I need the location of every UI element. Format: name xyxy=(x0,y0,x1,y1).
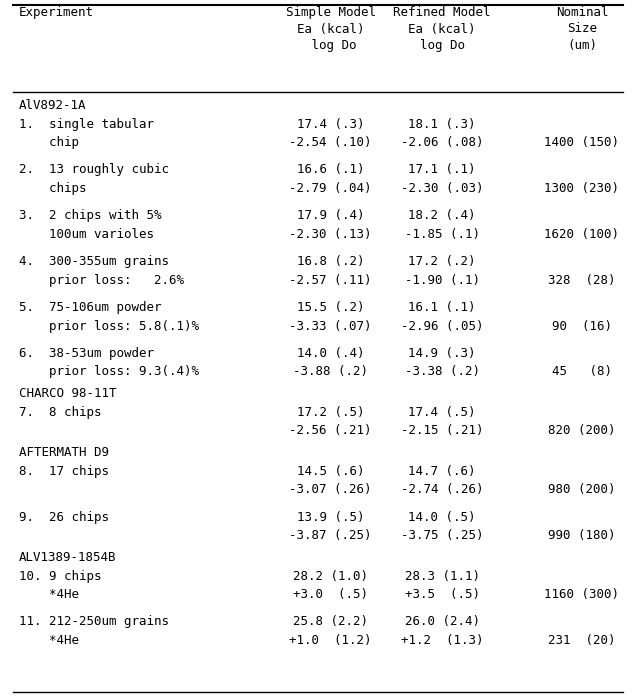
Text: prior loss: 9.3(.4)%: prior loss: 9.3(.4)% xyxy=(19,366,199,378)
Text: -1.90 (.1): -1.90 (.1) xyxy=(404,274,480,287)
Text: 16.6 (.1): 16.6 (.1) xyxy=(297,163,364,177)
Text: Experiment: Experiment xyxy=(19,6,94,19)
Text: 25.8 (2.2): 25.8 (2.2) xyxy=(293,616,368,628)
Text: 1620 (100): 1620 (100) xyxy=(544,228,619,241)
Text: 5.  75-106um powder: 5. 75-106um powder xyxy=(19,301,162,314)
Text: 10. 9 chips: 10. 9 chips xyxy=(19,570,102,583)
Text: 820 (200): 820 (200) xyxy=(548,424,616,438)
Text: +1.2  (1.3): +1.2 (1.3) xyxy=(401,634,483,647)
Text: 2.  13 roughly cubic: 2. 13 roughly cubic xyxy=(19,163,169,177)
Text: prior loss:   2.6%: prior loss: 2.6% xyxy=(19,274,184,287)
Text: -2.79 (.04): -2.79 (.04) xyxy=(289,182,372,195)
Text: 980 (200): 980 (200) xyxy=(548,484,616,496)
Text: 990 (180): 990 (180) xyxy=(548,529,616,542)
Text: 90  (16): 90 (16) xyxy=(552,320,612,333)
Text: Simple Model
Ea (kcal)
 log Do: Simple Model Ea (kcal) log Do xyxy=(286,6,376,52)
Text: 17.4 (.5): 17.4 (.5) xyxy=(408,406,476,419)
Text: 14.9 (.3): 14.9 (.3) xyxy=(408,347,476,359)
Text: -2.54 (.10): -2.54 (.10) xyxy=(289,136,372,149)
Text: 18.1 (.3): 18.1 (.3) xyxy=(408,117,476,131)
Text: 11. 212-250um grains: 11. 212-250um grains xyxy=(19,616,169,628)
Text: -2.15 (.21): -2.15 (.21) xyxy=(401,424,483,438)
Text: 4.  300-355um grains: 4. 300-355um grains xyxy=(19,255,169,268)
Text: AFTERMATH D9: AFTERMATH D9 xyxy=(19,446,109,459)
Text: 28.2 (1.0): 28.2 (1.0) xyxy=(293,570,368,583)
Text: -3.88 (.2): -3.88 (.2) xyxy=(293,366,368,378)
Text: 17.9 (.4): 17.9 (.4) xyxy=(297,209,364,222)
Text: -2.30 (.03): -2.30 (.03) xyxy=(401,182,483,195)
Text: 17.2 (.2): 17.2 (.2) xyxy=(408,255,476,268)
Text: Nominal
Size
(um): Nominal Size (um) xyxy=(556,6,608,52)
Text: 8.  17 chips: 8. 17 chips xyxy=(19,465,109,477)
Text: 16.1 (.1): 16.1 (.1) xyxy=(408,301,476,314)
Text: 6.  38-53um powder: 6. 38-53um powder xyxy=(19,347,154,359)
Text: 1160 (300): 1160 (300) xyxy=(544,588,619,602)
Text: 1.  single tabular: 1. single tabular xyxy=(19,117,154,131)
Text: 16.8 (.2): 16.8 (.2) xyxy=(297,255,364,268)
Text: 14.0 (.5): 14.0 (.5) xyxy=(408,510,476,524)
Text: 15.5 (.2): 15.5 (.2) xyxy=(297,301,364,314)
Text: 45   (8): 45 (8) xyxy=(552,366,612,378)
Text: prior loss: 5.8(.1)%: prior loss: 5.8(.1)% xyxy=(19,320,199,333)
Text: 17.2 (.5): 17.2 (.5) xyxy=(297,406,364,419)
Text: -1.85 (.1): -1.85 (.1) xyxy=(404,228,480,241)
Text: 17.1 (.1): 17.1 (.1) xyxy=(408,163,476,177)
Text: ALV1389-1854B: ALV1389-1854B xyxy=(19,551,116,564)
Text: 26.0 (2.4): 26.0 (2.4) xyxy=(404,616,480,628)
Text: 14.7 (.6): 14.7 (.6) xyxy=(408,465,476,477)
Text: 3.  2 chips with 5%: 3. 2 chips with 5% xyxy=(19,209,162,222)
Text: 328  (28): 328 (28) xyxy=(548,274,616,287)
Text: CHARCO 98-11T: CHARCO 98-11T xyxy=(19,387,116,400)
Text: -3.33 (.07): -3.33 (.07) xyxy=(289,320,372,333)
Text: 9.  26 chips: 9. 26 chips xyxy=(19,510,109,524)
Text: -3.38 (.2): -3.38 (.2) xyxy=(404,366,480,378)
Text: *4He: *4He xyxy=(19,588,79,602)
Text: Refined Model
Ea (kcal)
log Do: Refined Model Ea (kcal) log Do xyxy=(393,6,491,52)
Text: 18.2 (.4): 18.2 (.4) xyxy=(408,209,476,222)
Text: chip: chip xyxy=(19,136,79,149)
Text: 13.9 (.5): 13.9 (.5) xyxy=(297,510,364,524)
Text: chips: chips xyxy=(19,182,86,195)
Text: *4He: *4He xyxy=(19,634,79,647)
Text: AlV892-1A: AlV892-1A xyxy=(19,99,86,112)
Text: +3.0  (.5): +3.0 (.5) xyxy=(293,588,368,602)
Text: -2.96 (.05): -2.96 (.05) xyxy=(401,320,483,333)
Text: +1.0  (1.2): +1.0 (1.2) xyxy=(289,634,372,647)
Text: -2.74 (.26): -2.74 (.26) xyxy=(401,484,483,496)
Text: 14.0 (.4): 14.0 (.4) xyxy=(297,347,364,359)
Text: 1300 (230): 1300 (230) xyxy=(544,182,619,195)
Text: -3.07 (.26): -3.07 (.26) xyxy=(289,484,372,496)
Text: 1400 (150): 1400 (150) xyxy=(544,136,619,149)
Text: 100um varioles: 100um varioles xyxy=(19,228,154,241)
Text: 231  (20): 231 (20) xyxy=(548,634,616,647)
Text: -3.75 (.25): -3.75 (.25) xyxy=(401,529,483,542)
Text: 28.3 (1.1): 28.3 (1.1) xyxy=(404,570,480,583)
Text: -2.30 (.13): -2.30 (.13) xyxy=(289,228,372,241)
Text: -2.06 (.08): -2.06 (.08) xyxy=(401,136,483,149)
Text: 17.4 (.3): 17.4 (.3) xyxy=(297,117,364,131)
Text: -3.87 (.25): -3.87 (.25) xyxy=(289,529,372,542)
Text: -2.57 (.11): -2.57 (.11) xyxy=(289,274,372,287)
Text: 7.  8 chips: 7. 8 chips xyxy=(19,406,102,419)
Text: -2.56 (.21): -2.56 (.21) xyxy=(289,424,372,438)
Text: 14.5 (.6): 14.5 (.6) xyxy=(297,465,364,477)
Text: +3.5  (.5): +3.5 (.5) xyxy=(404,588,480,602)
